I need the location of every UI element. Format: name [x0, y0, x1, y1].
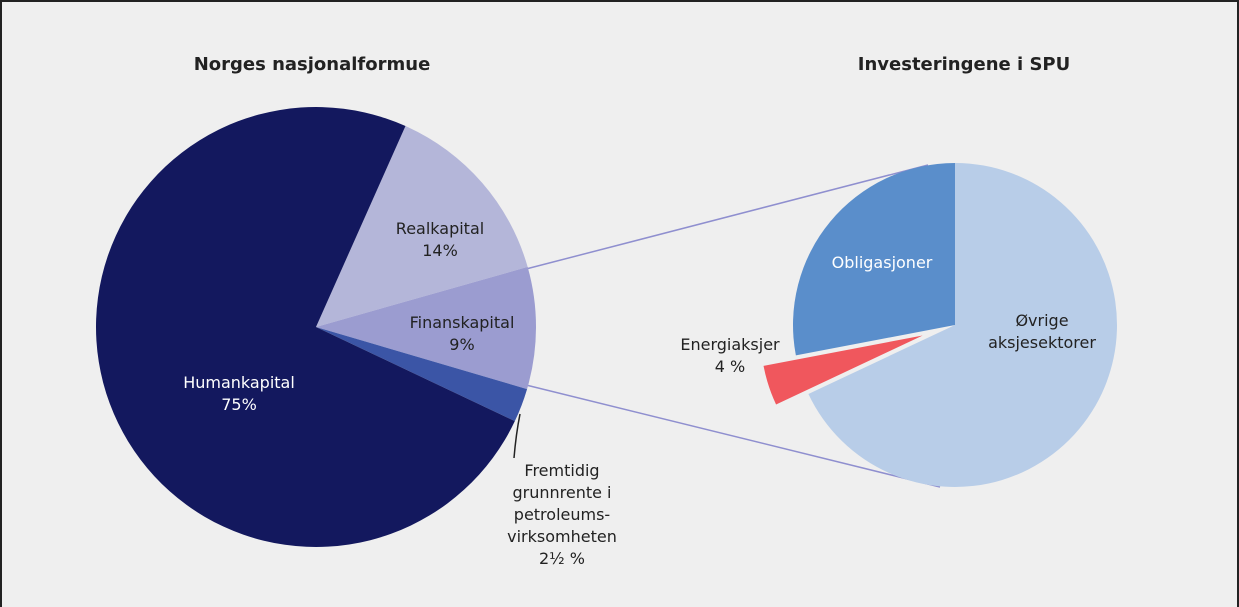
value-label: 4 %: [714, 357, 746, 376]
category-label: Humankapital: [183, 373, 295, 392]
slice-label: Øvrige aksjesektorer: [967, 310, 1117, 354]
pie-slice: [793, 163, 955, 356]
pie-slice: [316, 126, 528, 328]
leader-line: [513, 413, 521, 459]
category-label: Energiaksjer: [680, 335, 780, 354]
category-label: Øvrige aksjesektorer: [988, 311, 1096, 352]
value-label: 75%: [221, 395, 257, 414]
value-label: 2½ %: [539, 549, 585, 568]
slice-label: Realkapital 14%: [370, 218, 510, 262]
slice-label: Obligasjoner: [802, 252, 962, 274]
pie-slice: [763, 335, 923, 405]
chart-title: Investeringene i SPU: [857, 54, 1071, 75]
pie-slice: [316, 327, 528, 422]
slice-label: Humankapital 75%: [164, 372, 314, 416]
slice-label: Finanskapital 9%: [387, 312, 537, 356]
value-label: 14%: [422, 241, 458, 260]
pie-slice: [808, 163, 1117, 487]
value-label: 9%: [449, 335, 475, 354]
category-label: Fremtidig grunnrente i petroleums-virkso…: [507, 461, 617, 546]
category-label: Realkapital: [395, 219, 485, 238]
chart-title: Norges nasjonalformue: [193, 54, 431, 75]
category-label: Finanskapital: [409, 313, 515, 332]
pie-slice: [316, 266, 536, 390]
pie-slice: [95, 106, 515, 547]
slice-label: Energiaksjer 4 %: [660, 334, 800, 378]
connector-line: [525, 164, 929, 270]
slice-label: Fremtidig grunnrente i petroleums-virkso…: [497, 460, 627, 570]
connector-line: [525, 384, 941, 488]
category-label: Obligasjoner: [831, 253, 933, 272]
